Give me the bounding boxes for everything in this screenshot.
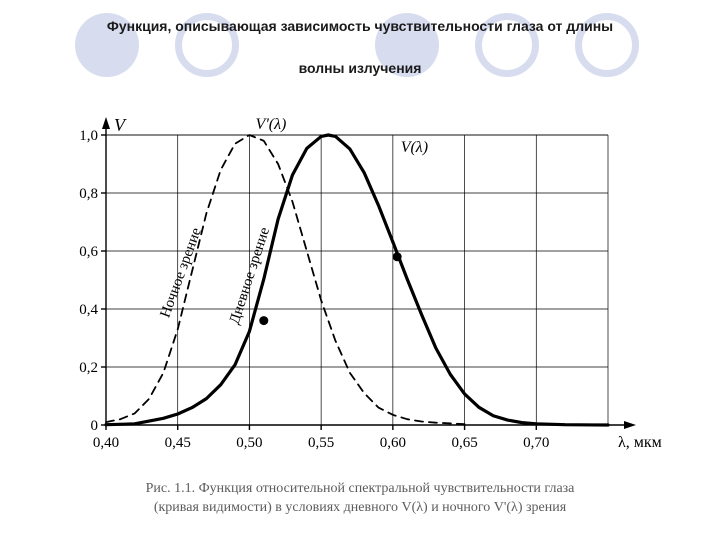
svg-text:V'(λ): V'(λ) [256,116,287,133]
svg-text:Ночное зрение: Ночное зрение [157,225,204,320]
svg-text:0,8: 0,8 [79,186,98,202]
svg-text:1,0: 1,0 [79,128,98,144]
slide-title-line1: Функция, описывающая зависимость чувстви… [0,18,720,34]
svg-text:0,2: 0,2 [79,360,98,376]
svg-text:Дневное зрение: Дневное зрение [227,225,274,326]
svg-text:V(λ): V(λ) [401,139,428,156]
slide-title-line2: волны излучения [0,60,720,76]
caption-line1: Рис. 1.1. Функция относительной спектрал… [146,481,575,496]
svg-text:λ, мкм: λ, мкм [618,434,662,451]
svg-text:0,60: 0,60 [380,435,406,451]
svg-text:V: V [114,115,127,135]
svg-text:0,45: 0,45 [165,435,191,451]
slide-header: Функция, описывающая зависимость чувстви… [0,0,720,90]
svg-text:0,4: 0,4 [79,302,98,318]
sensitivity-chart: 0,40 0,45 0,50 0,55 0,60 0,65 0,70 0 0,2 0,4 0,6 0,… [48,115,672,475]
svg-text:0,40: 0,40 [93,435,119,451]
svg-text:0: 0 [91,418,99,434]
svg-text:0,6: 0,6 [79,244,98,260]
svg-text:0,65: 0,65 [451,435,477,451]
svg-text:0,55: 0,55 [308,435,334,451]
svg-text:0,50: 0,50 [236,435,262,451]
figure-caption: Рис. 1.1. Функция относительной спектрал… [0,480,720,518]
svg-text:0,70: 0,70 [523,435,549,451]
caption-line2: (кривая видимости) в условиях дневного V… [154,500,566,515]
